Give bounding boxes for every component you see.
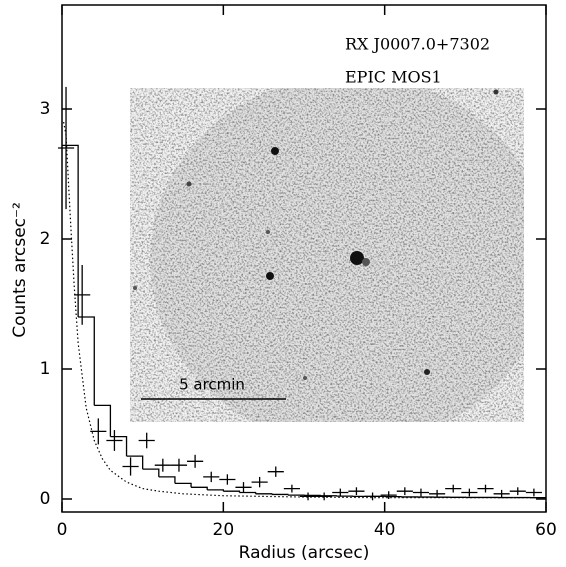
y-tick-label: 0 (40, 489, 51, 509)
histogram-step (142, 468, 160, 477)
histogram-step (78, 316, 95, 406)
y-tick-label: 1 (40, 359, 51, 379)
histogram-step (94, 404, 112, 437)
histogram-step (239, 491, 257, 494)
x-tick-label: 60 (535, 520, 557, 540)
histogram-step (271, 493, 289, 496)
histogram-step (223, 490, 241, 493)
inset-scale-label: 5 arcmin (179, 376, 245, 394)
inset-image: 5 arcmin (130, 88, 524, 422)
x-tick-label: 20 (213, 520, 235, 540)
histogram-step (174, 482, 192, 488)
histogram-step (207, 489, 224, 492)
histogram-step (191, 486, 208, 490)
y-tick-label: 2 (40, 229, 51, 249)
histogram-step (62, 144, 79, 317)
x-axis-label: Radius (arcsec) (239, 543, 370, 563)
annotation: EPIC MOS1 (345, 68, 442, 87)
histogram-step (158, 476, 176, 484)
histogram-step (126, 455, 144, 470)
x-tick-label: 0 (57, 520, 68, 540)
plot-frame (61, 4, 547, 513)
x-tick-label: 40 (374, 520, 396, 540)
histogram-step (110, 435, 128, 457)
y-tick-label: 3 (40, 99, 51, 119)
y-axis-label: Counts arcsec⁻² (10, 202, 30, 338)
annotation: RX J0007.0+7302 (345, 35, 490, 54)
histogram-step (255, 493, 273, 495)
